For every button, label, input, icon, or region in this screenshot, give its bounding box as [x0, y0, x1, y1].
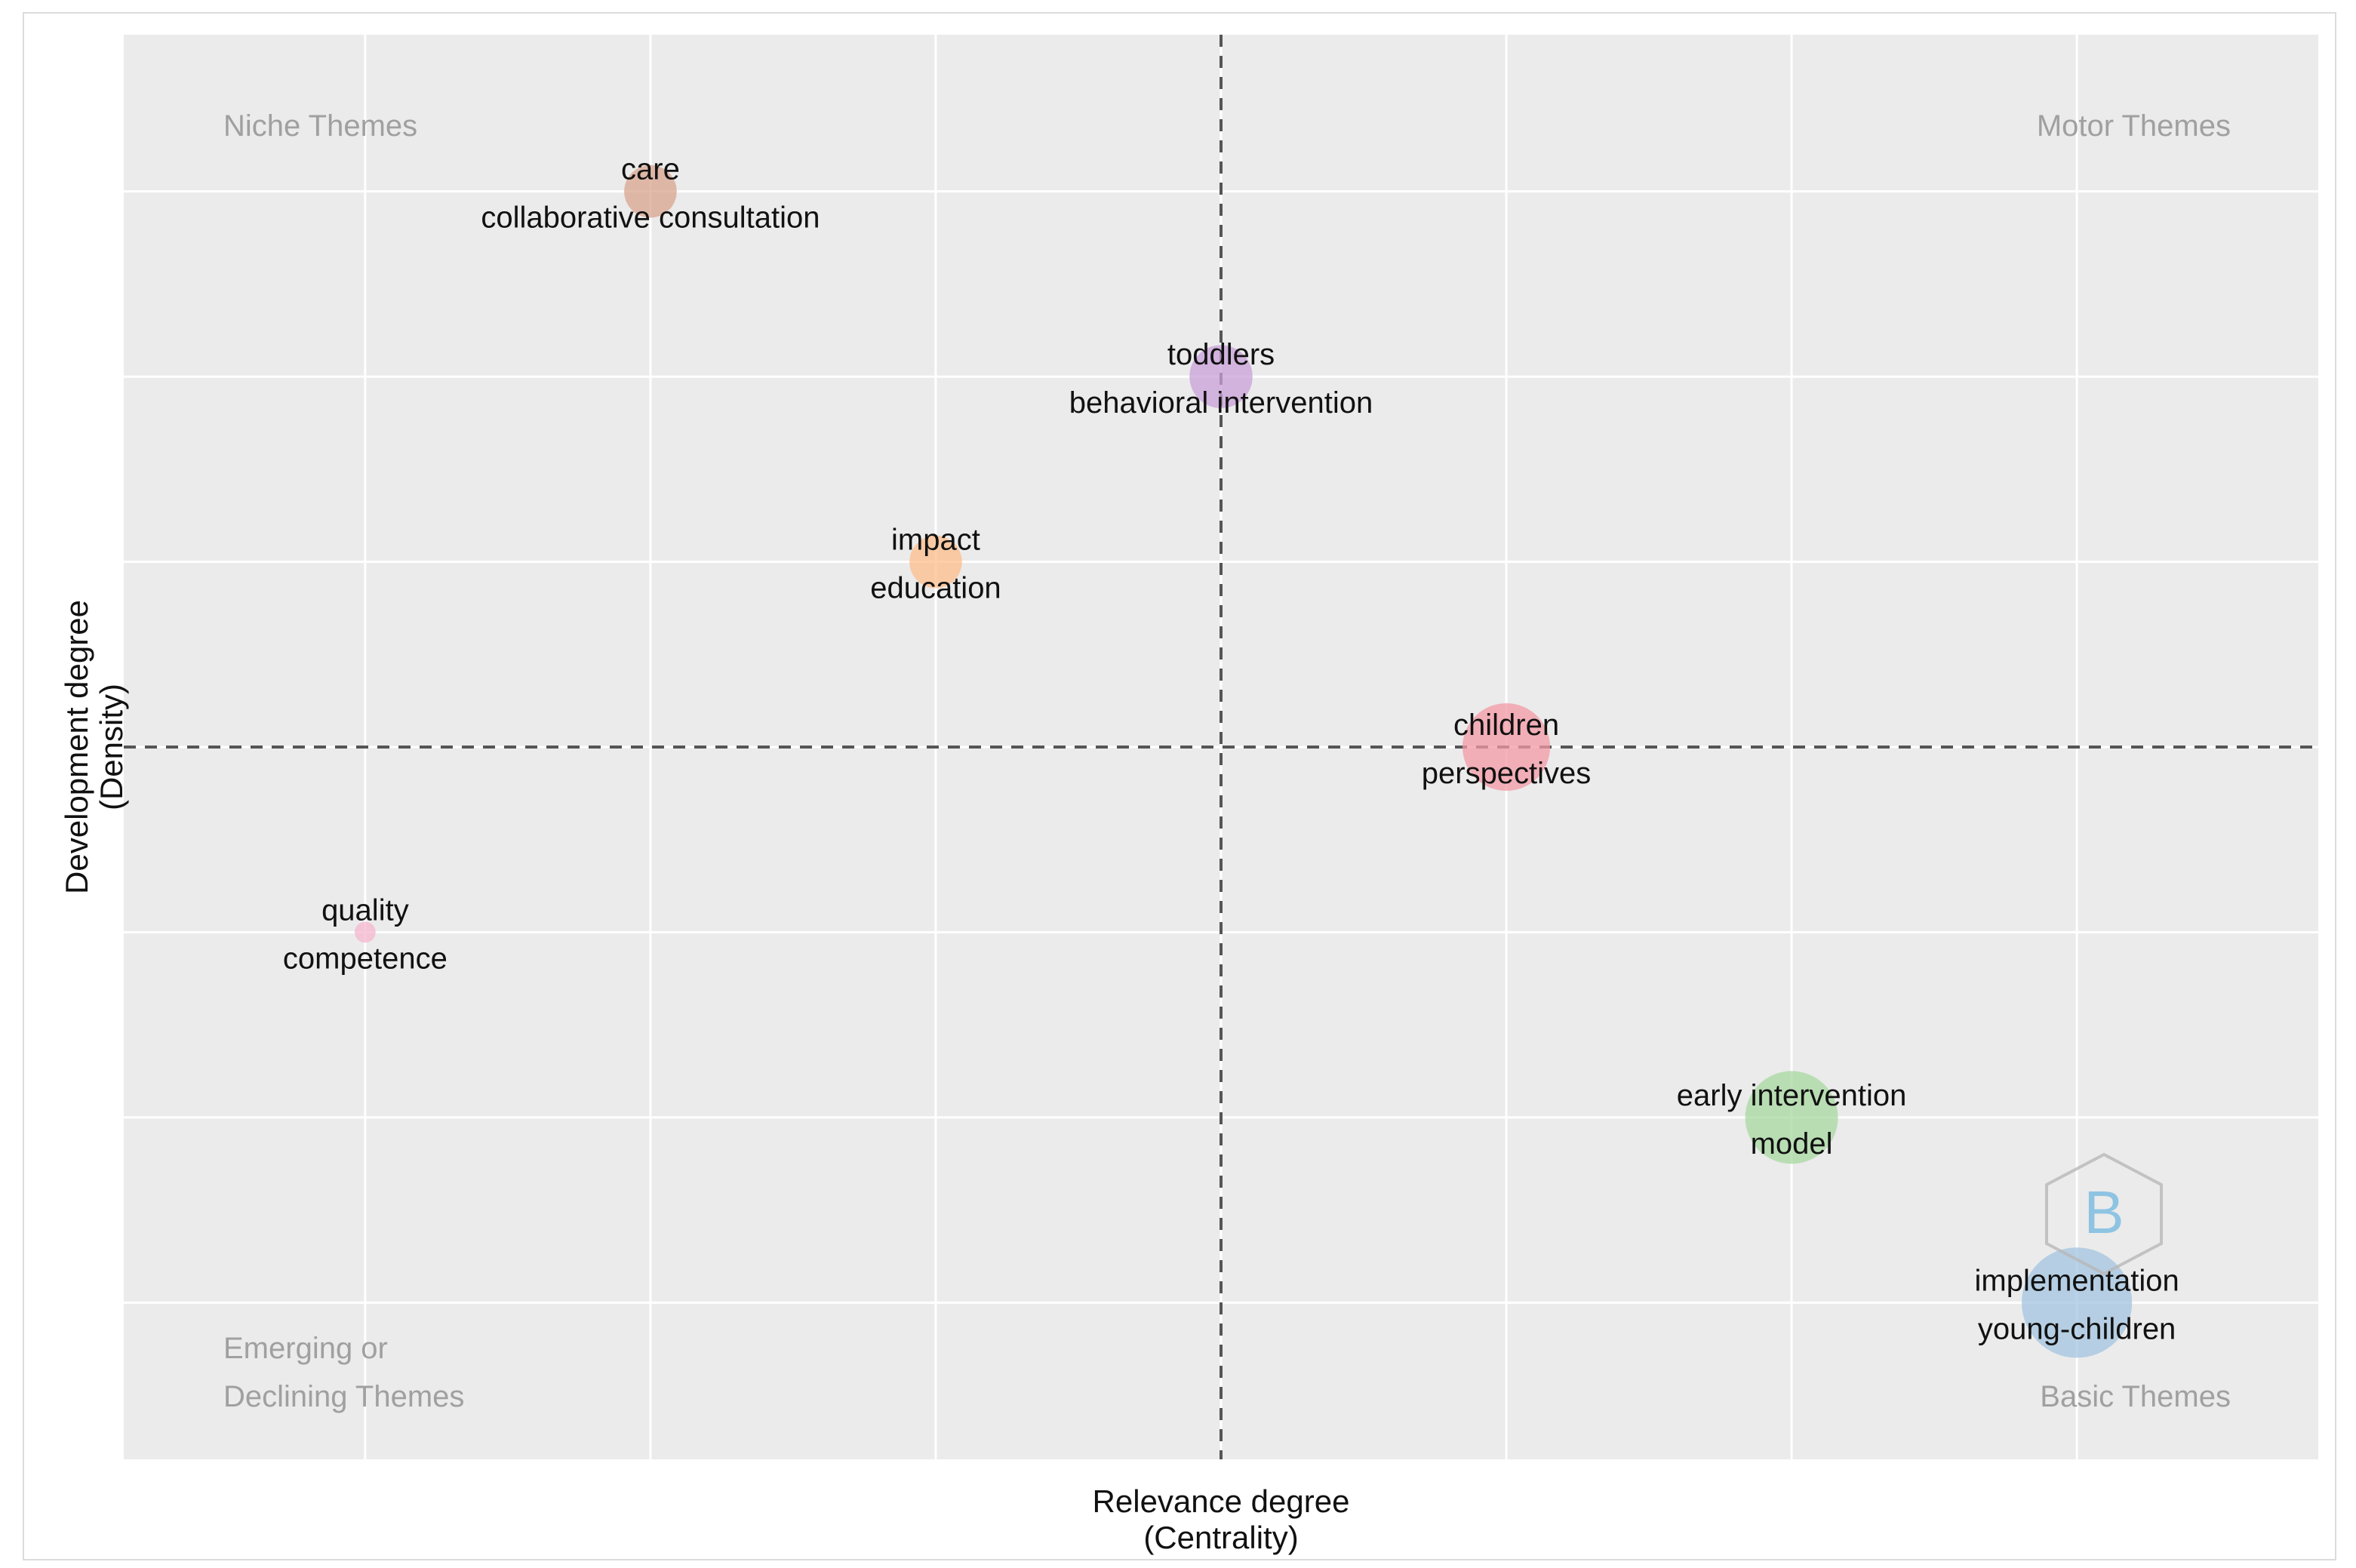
quadrant-label-niche-line: Niche Themes	[223, 109, 417, 143]
cluster-label-children: children perspectives	[1422, 709, 1592, 790]
watermark-glyph: B	[2084, 1179, 2124, 1246]
quadrant-label-emerging-line: Emerging or	[223, 1332, 388, 1365]
cluster-label-care: care collaborative consultation	[481, 153, 820, 235]
watermark-hexagon	[2045, 1152, 2163, 1276]
cluster-label-early-intervention: early intervention model	[1677, 1079, 1907, 1161]
cluster-bubble-care	[624, 164, 677, 218]
x-axis-title-line: (Centrality)	[1143, 1520, 1298, 1555]
quadrant-labels: Niche Themes Motor Themes Emerging or Decli…	[223, 109, 2231, 1413]
quadrant-label-emerging-line: Declining Themes	[223, 1380, 464, 1413]
cluster-label-line: quality	[321, 893, 409, 927]
x-axis-title-line: Relevance degree	[1093, 1483, 1350, 1519]
cluster-bubble-children	[1463, 703, 1551, 791]
median-lines	[124, 35, 2318, 1459]
cluster-label-line: behavioral intervention	[1069, 386, 1373, 420]
cluster-label-line: toddlers	[1167, 338, 1275, 371]
cluster-bubble-impact	[909, 535, 962, 589]
cluster-bubbles	[354, 164, 2133, 1358]
y-axis-title-line: (Density)	[94, 684, 129, 810]
x-axis-title: Relevance degree (Centrality)	[1093, 1483, 1350, 1555]
cluster-label-line: competence	[283, 942, 448, 975]
cluster-label-line: education	[870, 572, 1001, 605]
cluster-bubble-toddlers	[1189, 345, 1253, 408]
watermark-logo: B	[2045, 1152, 2163, 1276]
cluster-label-line: early intervention	[1677, 1079, 1907, 1112]
cluster-label-line: children	[1453, 709, 1559, 742]
axis-titles: Relevance degree (Centrality) Development …	[59, 600, 1349, 1555]
quadrant-label-basic-line: Basic Themes	[2040, 1380, 2231, 1413]
cluster-label-line: impact	[891, 524, 980, 557]
cluster-bubble-early-intervention	[1745, 1071, 1838, 1164]
y-axis-title: Development degree(Density)	[59, 600, 129, 894]
cluster-labels: care collaborative consultation toddlers be…	[283, 153, 2179, 1346]
quadrant-label-basic: Basic Themes	[2040, 1380, 2231, 1413]
quadrant-label-emerging: Emerging or Declining Themes	[223, 1332, 464, 1413]
cluster-label-line: collaborative consultation	[481, 201, 820, 235]
cluster-label-line: perspectives	[1422, 757, 1592, 790]
cluster-label-quality: quality competence	[283, 893, 448, 975]
quadrant-label-motor: Motor Themes	[2037, 109, 2231, 143]
quadrant-label-niche: Niche Themes	[223, 109, 417, 143]
cluster-bubble-quality	[354, 921, 376, 943]
cluster-label-line: model	[1751, 1127, 1833, 1161]
cluster-label-toddlers: toddlers behavioral intervention	[1069, 338, 1373, 420]
figure-frame: Niche Themes Motor Themes Emerging or Decli…	[23, 12, 2336, 1560]
cluster-label-line: implementation	[1974, 1264, 2179, 1297]
thematic-map-chart: Niche Themes Motor Themes Emerging or Decli…	[59, 35, 2318, 1555]
cluster-label-line: young-children	[1978, 1312, 2176, 1345]
y-axis-title-line: Development degree	[59, 600, 94, 894]
cluster-label-impact: impact education	[870, 524, 1001, 605]
quadrant-label-motor-line: Motor Themes	[2037, 109, 2231, 143]
cluster-label-implementation: implementation young-children	[1974, 1264, 2179, 1345]
cluster-label-line: care	[621, 153, 680, 186]
